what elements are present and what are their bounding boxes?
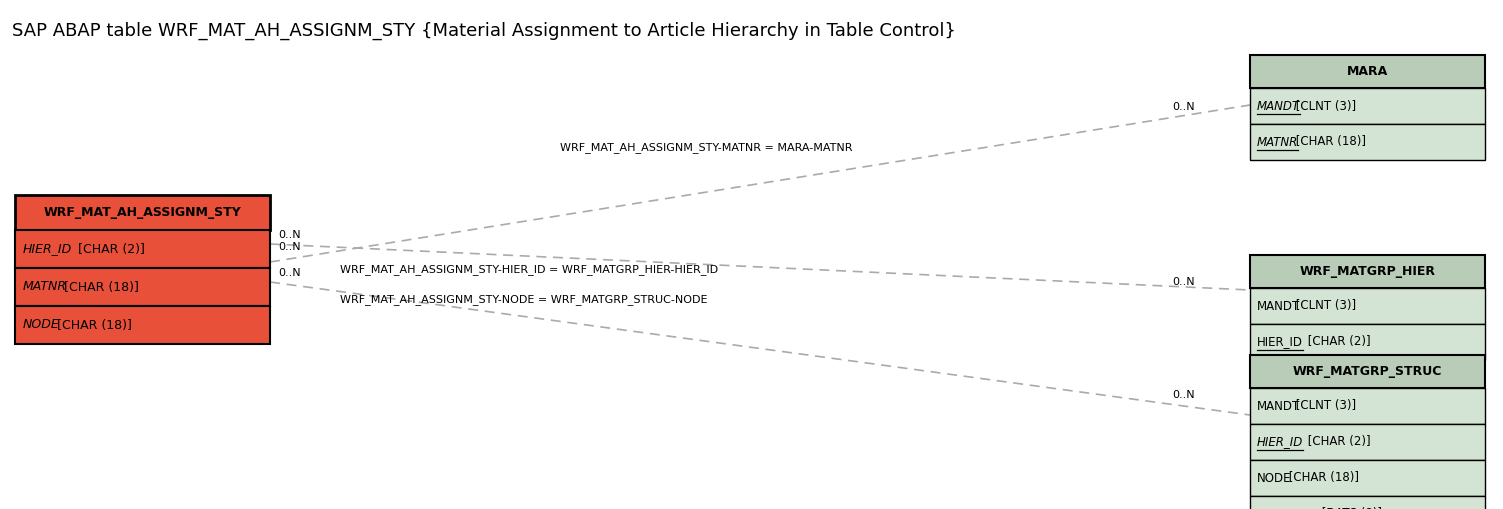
- Text: [CLNT (3)]: [CLNT (3)]: [1291, 400, 1356, 412]
- FancyBboxPatch shape: [1250, 496, 1485, 509]
- Text: [CHAR (18)]: [CHAR (18)]: [1291, 135, 1366, 149]
- Text: 0..N: 0..N: [278, 268, 301, 278]
- Text: [DATS (8)]: [DATS (8)]: [1318, 507, 1381, 509]
- Text: MATNR: MATNR: [23, 280, 68, 294]
- Text: [CHAR (2)]: [CHAR (2)]: [1305, 335, 1371, 349]
- Text: 0..N: 0..N: [278, 230, 301, 240]
- Text: MANDT: MANDT: [1257, 99, 1300, 112]
- Text: [CHAR (2)]: [CHAR (2)]: [1305, 436, 1371, 448]
- FancyBboxPatch shape: [1250, 88, 1485, 124]
- FancyBboxPatch shape: [1250, 255, 1485, 288]
- Text: HIER_ID: HIER_ID: [23, 242, 72, 256]
- FancyBboxPatch shape: [1250, 355, 1485, 388]
- Text: MATNR: MATNR: [1257, 135, 1299, 149]
- Text: DATE_FROM: DATE_FROM: [1257, 507, 1327, 509]
- Text: NODE: NODE: [1257, 471, 1291, 485]
- Text: WRF_MAT_AH_ASSIGNM_STY-HIER_ID = WRF_MATGRP_HIER-HIER_ID: WRF_MAT_AH_ASSIGNM_STY-HIER_ID = WRF_MAT…: [340, 265, 718, 275]
- Text: NODE: NODE: [23, 319, 60, 331]
- FancyBboxPatch shape: [1250, 388, 1485, 424]
- Text: SAP ABAP table WRF_MAT_AH_ASSIGNM_STY {Material Assignment to Article Hierarchy : SAP ABAP table WRF_MAT_AH_ASSIGNM_STY {M…: [12, 22, 956, 40]
- Text: HIER_ID: HIER_ID: [1257, 436, 1303, 448]
- FancyBboxPatch shape: [15, 268, 271, 306]
- FancyBboxPatch shape: [1250, 460, 1485, 496]
- Text: 0..N: 0..N: [278, 242, 301, 252]
- Text: [CHAR (18)]: [CHAR (18)]: [60, 280, 138, 294]
- Text: MANDT: MANDT: [1257, 400, 1300, 412]
- FancyBboxPatch shape: [1250, 288, 1485, 324]
- Text: [CLNT (3)]: [CLNT (3)]: [1291, 299, 1356, 313]
- Text: MARA: MARA: [1347, 65, 1389, 78]
- FancyBboxPatch shape: [15, 306, 271, 344]
- FancyBboxPatch shape: [1250, 124, 1485, 160]
- Text: 0..N: 0..N: [1172, 277, 1195, 287]
- Text: 0..N: 0..N: [1172, 390, 1195, 400]
- FancyBboxPatch shape: [1250, 324, 1485, 360]
- Text: [CHAR (2)]: [CHAR (2)]: [74, 242, 144, 256]
- Text: WRF_MATGRP_STRUC: WRF_MATGRP_STRUC: [1293, 365, 1443, 378]
- FancyBboxPatch shape: [15, 195, 271, 230]
- Text: WRF_MAT_AH_ASSIGNM_STY: WRF_MAT_AH_ASSIGNM_STY: [44, 206, 242, 219]
- Text: [CLNT (3)]: [CLNT (3)]: [1291, 99, 1356, 112]
- Text: MANDT: MANDT: [1257, 299, 1300, 313]
- Text: WRF_MATGRP_HIER: WRF_MATGRP_HIER: [1300, 265, 1435, 278]
- Text: [CHAR (18)]: [CHAR (18)]: [53, 319, 132, 331]
- Text: WRF_MAT_AH_ASSIGNM_STY-NODE = WRF_MATGRP_STRUC-NODE: WRF_MAT_AH_ASSIGNM_STY-NODE = WRF_MATGRP…: [340, 295, 708, 305]
- Text: 0..N: 0..N: [1172, 102, 1195, 112]
- FancyBboxPatch shape: [1250, 55, 1485, 88]
- Text: HIER_ID: HIER_ID: [1257, 335, 1303, 349]
- Text: [CHAR (18)]: [CHAR (18)]: [1285, 471, 1359, 485]
- FancyBboxPatch shape: [1250, 424, 1485, 460]
- Text: WRF_MAT_AH_ASSIGNM_STY-MATNR = MARA-MATNR: WRF_MAT_AH_ASSIGNM_STY-MATNR = MARA-MATN…: [561, 143, 852, 153]
- FancyBboxPatch shape: [15, 230, 271, 268]
